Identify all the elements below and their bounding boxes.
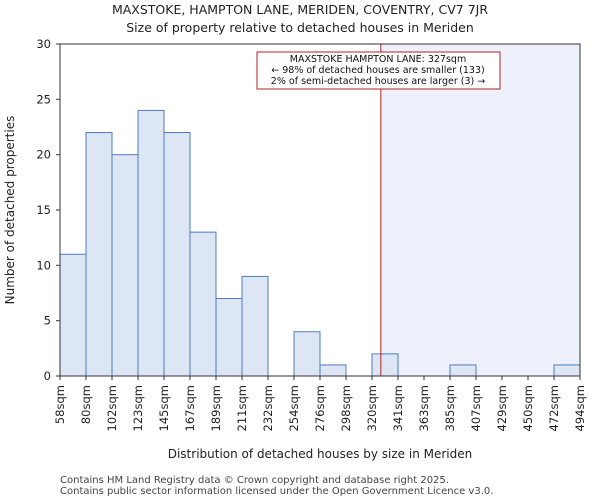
bar-189sqm [215, 298, 243, 377]
x-tick-label-80sqm: 80sqm [79, 385, 93, 424]
bar-80sqm [85, 132, 113, 377]
chart-title: MAXSTOKE, HAMPTON LANE, MERIDEN, COVENTR… [112, 2, 488, 17]
bar-167sqm [189, 231, 217, 377]
footer-line-2: Contains public sector information licen… [60, 486, 493, 497]
footer-line-1: Contains HM Land Registry data © Crown c… [60, 475, 449, 486]
annotation-box: MAXSTOKE HAMPTON LANE: 327sqm ← 98% of d… [256, 51, 501, 90]
x-axis-label: Distribution of detached houses by size … [168, 447, 473, 461]
y-tick-label-25: 25 [36, 92, 51, 106]
y-tick-label-5: 5 [44, 314, 51, 328]
x-tick-label-58sqm: 58sqm [53, 385, 67, 424]
bar-58sqm [59, 253, 87, 377]
bar-211sqm [241, 275, 269, 377]
annotation-line-1: MAXSTOKE HAMPTON LANE: 327sqm [290, 54, 466, 65]
y-tick-label-30: 30 [36, 37, 51, 51]
bar-102sqm [111, 154, 139, 377]
x-tick-label-450sqm: 450sqm [521, 385, 535, 431]
annotation-line-3: 2% of semi-detached houses are larger (3… [271, 76, 485, 87]
bars-group [59, 109, 581, 377]
bar-472sqm [553, 364, 581, 377]
x-tick-label-494sqm: 494sqm [573, 385, 587, 431]
y-tick-label-10: 10 [36, 258, 51, 272]
x-tick-label-385sqm: 385sqm [443, 385, 457, 431]
y-axis-ticks: 0 5 10 15 20 25 30 [36, 37, 60, 383]
bar-123sqm [137, 109, 165, 377]
bar-145sqm [163, 132, 191, 377]
y-tick-label-15: 15 [36, 203, 51, 217]
y-tick-label-0: 0 [44, 369, 51, 383]
x-tick-label-145sqm: 145sqm [157, 385, 171, 431]
larger-than-property-region [380, 44, 580, 376]
chart-subtitle: Size of property relative to detached ho… [126, 20, 474, 35]
x-tick-label-407sqm: 407sqm [469, 385, 483, 431]
annotation-border [256, 51, 501, 90]
x-tick-label-276sqm: 276sqm [313, 385, 327, 431]
x-tick-label-341sqm: 341sqm [391, 385, 405, 431]
bar-385sqm [449, 364, 477, 377]
bar-320sqm [371, 353, 399, 377]
x-tick-label-298sqm: 298sqm [339, 385, 353, 431]
x-tick-label-429sqm: 429sqm [495, 385, 509, 431]
x-tick-label-189sqm: 189sqm [209, 385, 223, 431]
x-tick-label-254sqm: 254sqm [287, 385, 301, 431]
x-tick-label-123sqm: 123sqm [131, 385, 145, 431]
x-tick-label-320sqm: 320sqm [365, 385, 379, 431]
y-axis-label: Number of detached properties [3, 116, 17, 305]
x-tick-label-232sqm: 232sqm [261, 385, 275, 431]
x-tick-label-102sqm: 102sqm [105, 385, 119, 431]
x-tick-label-363sqm: 363sqm [417, 385, 431, 431]
y-tick-label-20: 20 [36, 148, 51, 162]
bar-254sqm [293, 331, 321, 377]
bar-276sqm [319, 364, 347, 377]
annotation-line-2: ← 98% of detached houses are smaller (13… [271, 65, 484, 76]
x-axis-ticks: 58sqm 80sqm 102sqm 123sqm 145sqm 167sqm 189sqm… [53, 376, 587, 431]
x-tick-label-167sqm: 167sqm [183, 385, 197, 431]
x-tick-label-211sqm: 211sqm [235, 385, 249, 431]
x-tick-label-472sqm: 472sqm [547, 385, 561, 431]
